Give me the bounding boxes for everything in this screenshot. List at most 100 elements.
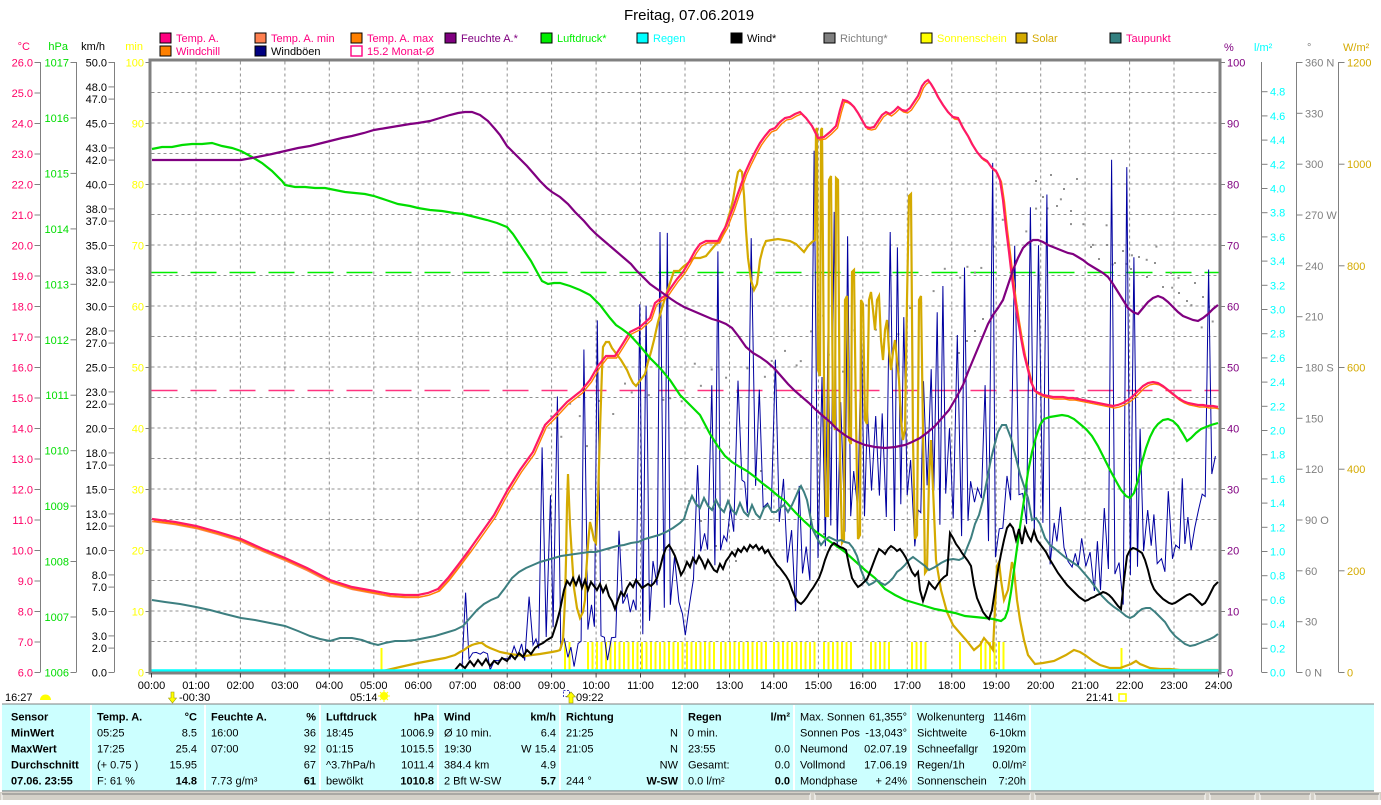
svg-text:13.0: 13.0 <box>12 454 33 466</box>
svg-text:07.06. 23:55: 07.06. 23:55 <box>11 776 73 788</box>
svg-text:1011.4: 1011.4 <box>401 760 434 772</box>
svg-text:2.0: 2.0 <box>92 643 107 655</box>
svg-text:hPa: hPa <box>48 41 68 53</box>
svg-text:26.0: 26.0 <box>12 58 33 70</box>
svg-text:100: 100 <box>126 58 144 70</box>
svg-text:MinWert: MinWert <box>11 728 55 740</box>
svg-text:0.0: 0.0 <box>1270 668 1285 680</box>
svg-text:1920m: 1920m <box>992 744 1026 756</box>
svg-text:bewölkt: bewölkt <box>326 776 363 788</box>
svg-text:W-SW: W-SW <box>646 776 678 788</box>
svg-text:4.6: 4.6 <box>1270 111 1285 123</box>
svg-text:N: N <box>670 728 678 740</box>
svg-text:Taupunkt: Taupunkt <box>1126 33 1171 45</box>
svg-text:08:00: 08:00 <box>493 680 521 692</box>
svg-text:10:00: 10:00 <box>582 680 610 692</box>
svg-text:80: 80 <box>132 180 144 192</box>
svg-text:l/m²: l/m² <box>1254 42 1273 54</box>
svg-text:47.0: 47.0 <box>86 94 107 106</box>
svg-text:2.2: 2.2 <box>1270 401 1285 413</box>
svg-text:+ 24%: + 24% <box>876 776 908 788</box>
svg-text:80: 80 <box>1227 180 1239 192</box>
svg-text:90 O: 90 O <box>1305 515 1329 527</box>
svg-text:hPa: hPa <box>414 712 435 724</box>
svg-text:21:25: 21:25 <box>566 728 594 740</box>
svg-text:Luftdruck: Luftdruck <box>326 712 378 724</box>
svg-text:Max. Sonnen: Max. Sonnen <box>800 712 865 724</box>
svg-text:15.2 Monat-Ø: 15.2 Monat-Ø <box>367 46 435 58</box>
svg-text:2 Bft W-SW: 2 Bft W-SW <box>444 776 502 788</box>
svg-text:°C: °C <box>18 41 30 53</box>
svg-text:42.0: 42.0 <box>86 155 107 167</box>
svg-text:04:00: 04:00 <box>316 680 344 692</box>
svg-text:0.0: 0.0 <box>92 668 107 680</box>
svg-text:1016: 1016 <box>45 113 69 125</box>
svg-text:0.0: 0.0 <box>775 776 790 788</box>
svg-text:3.2: 3.2 <box>1270 280 1285 292</box>
svg-text:9.0: 9.0 <box>18 576 33 588</box>
svg-text:Vollmond: Vollmond <box>800 760 845 772</box>
svg-text:28.0: 28.0 <box>86 326 107 338</box>
svg-text:92: 92 <box>304 744 316 756</box>
svg-text:01:15: 01:15 <box>326 744 354 756</box>
svg-text:23:00: 23:00 <box>1160 680 1188 692</box>
svg-text:17:00: 17:00 <box>894 680 922 692</box>
svg-text:37.0: 37.0 <box>86 216 107 228</box>
svg-text:0.4: 0.4 <box>1270 619 1285 631</box>
svg-text:min: min <box>125 41 143 53</box>
svg-text:30: 30 <box>132 485 144 497</box>
svg-text:(+ 0.75 ): (+ 0.75 ) <box>97 760 138 772</box>
svg-text:0.8: 0.8 <box>1270 571 1285 583</box>
svg-text:1010.8: 1010.8 <box>400 776 434 788</box>
svg-text:38.0: 38.0 <box>86 204 107 216</box>
svg-text:27.0: 27.0 <box>86 338 107 350</box>
svg-text:1009: 1009 <box>45 501 69 513</box>
svg-text:Gesamt:: Gesamt: <box>688 760 730 772</box>
svg-text:22:00: 22:00 <box>1116 680 1144 692</box>
svg-text:3.8: 3.8 <box>1270 208 1285 220</box>
svg-text:09:00: 09:00 <box>538 680 566 692</box>
svg-text:Windchill: Windchill <box>176 46 220 58</box>
svg-text:7:20h: 7:20h <box>998 776 1026 788</box>
svg-text:Windböen: Windböen <box>271 46 321 58</box>
svg-text:4.4: 4.4 <box>1270 135 1285 147</box>
svg-text:12.0: 12.0 <box>86 521 107 533</box>
svg-text:20.0: 20.0 <box>86 424 107 436</box>
svg-text:100: 100 <box>1227 58 1245 70</box>
svg-text:Sichtweite: Sichtweite <box>917 728 967 740</box>
svg-text:61,355°: 61,355° <box>869 712 907 724</box>
svg-text:20: 20 <box>1227 546 1239 558</box>
svg-text:30.0: 30.0 <box>86 302 107 314</box>
svg-text:70: 70 <box>1227 241 1239 253</box>
svg-text:1200: 1200 <box>1347 58 1371 70</box>
svg-text:16.0: 16.0 <box>12 363 33 375</box>
svg-text:25.0: 25.0 <box>86 363 107 375</box>
svg-text:1017: 1017 <box>45 58 69 70</box>
svg-text:270 W: 270 W <box>1305 210 1337 222</box>
svg-text:800: 800 <box>1347 261 1365 273</box>
svg-text:3.6: 3.6 <box>1270 232 1285 244</box>
svg-text:50: 50 <box>1227 363 1239 375</box>
svg-text:24:00: 24:00 <box>1205 680 1233 692</box>
svg-text:1007: 1007 <box>45 612 69 624</box>
svg-text:19:00: 19:00 <box>982 680 1010 692</box>
svg-text:Temp. A. max: Temp. A. max <box>367 33 434 45</box>
svg-text:21:41: 21:41 <box>1086 692 1114 704</box>
svg-text:1014: 1014 <box>45 224 69 236</box>
svg-text:360 N: 360 N <box>1305 58 1334 70</box>
svg-text:16:27: 16:27 <box>5 692 33 704</box>
svg-text:14.8: 14.8 <box>176 776 197 788</box>
svg-text:0.0 l/m²: 0.0 l/m² <box>688 776 725 788</box>
svg-text:7.0: 7.0 <box>92 582 107 594</box>
svg-text:-13,043°: -13,043° <box>865 728 907 740</box>
svg-text:02.07.19: 02.07.19 <box>864 744 907 756</box>
svg-text:384.4 km: 384.4 km <box>444 760 489 772</box>
svg-text:25.0: 25.0 <box>12 88 33 100</box>
svg-text:Temp. A.: Temp. A. <box>97 712 142 724</box>
svg-text:60: 60 <box>1305 566 1317 578</box>
svg-text:%: % <box>1224 42 1234 54</box>
svg-text:15.0: 15.0 <box>12 393 33 405</box>
svg-text:0.6: 0.6 <box>1270 595 1285 607</box>
svg-text:8.0: 8.0 <box>92 570 107 582</box>
svg-text:43.0: 43.0 <box>86 143 107 155</box>
